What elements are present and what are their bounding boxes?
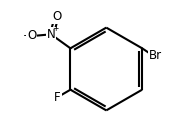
- Text: N: N: [47, 28, 55, 41]
- Text: O: O: [27, 29, 36, 42]
- Text: +: +: [52, 24, 58, 33]
- Text: O: O: [52, 10, 61, 23]
- Text: −: −: [23, 31, 32, 41]
- Text: F: F: [54, 91, 61, 104]
- Text: Br: Br: [149, 49, 162, 62]
